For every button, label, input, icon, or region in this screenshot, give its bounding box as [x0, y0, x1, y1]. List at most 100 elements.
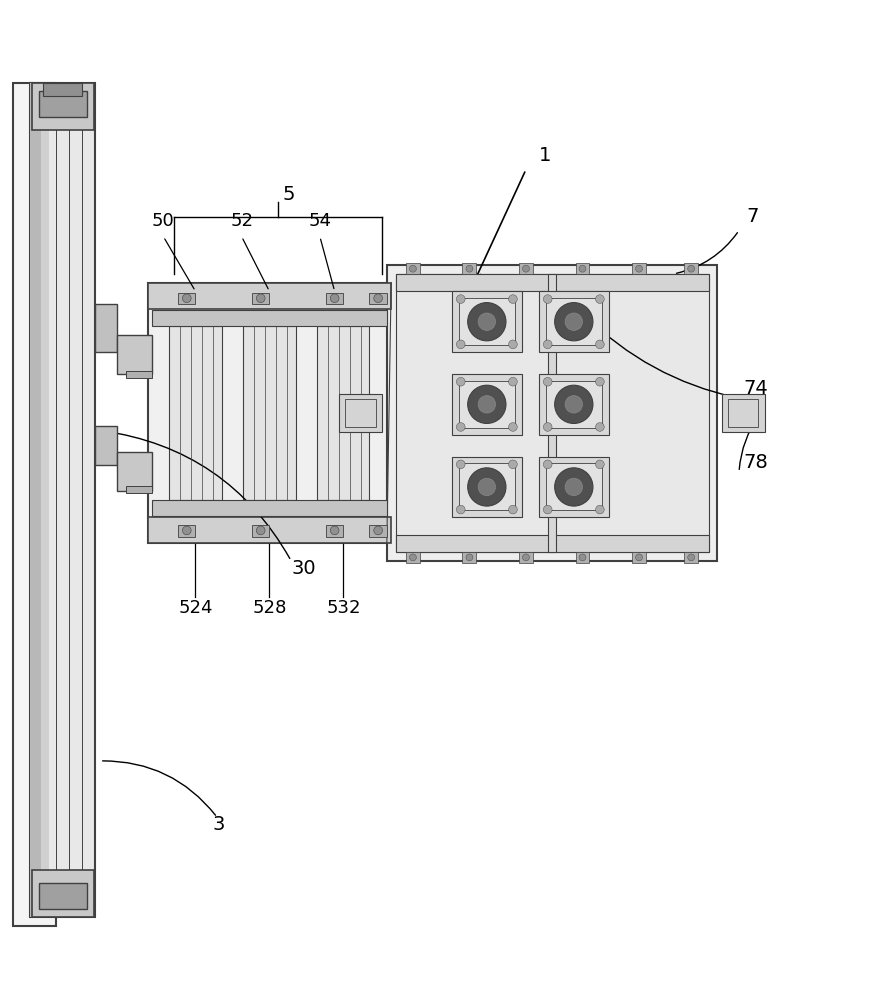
Text: 50: 50 [152, 212, 175, 230]
Circle shape [456, 295, 465, 303]
Circle shape [508, 377, 517, 386]
Bar [452, 291, 521, 352]
Circle shape [456, 505, 465, 514]
Circle shape [595, 340, 603, 349]
Circle shape [595, 505, 603, 514]
Text: 52: 52 [230, 212, 253, 230]
Circle shape [456, 460, 465, 469]
Bar [575, 263, 588, 274]
Circle shape [409, 554, 416, 561]
Bar [369, 525, 387, 537]
Circle shape [256, 526, 265, 535]
Bar [152, 500, 387, 516]
Bar [339, 394, 382, 432]
Circle shape [543, 295, 552, 303]
Text: 524: 524 [178, 599, 212, 617]
Bar [459, 298, 514, 345]
Bar [395, 535, 708, 552]
Bar [387, 265, 717, 561]
Bar [96, 426, 118, 465]
Circle shape [467, 385, 505, 423]
Text: 78: 78 [743, 453, 767, 472]
Circle shape [635, 265, 642, 272]
Circle shape [595, 377, 603, 386]
Text: 1: 1 [538, 146, 551, 165]
Circle shape [182, 294, 191, 303]
Bar [252, 525, 269, 537]
Bar [39, 883, 87, 909]
Bar [452, 374, 521, 435]
Circle shape [565, 313, 581, 330]
Bar [721, 394, 764, 432]
Text: 532: 532 [325, 599, 360, 617]
Bar [518, 263, 532, 274]
Bar [152, 310, 387, 326]
Bar [125, 486, 152, 493]
Bar [545, 381, 601, 428]
Circle shape [330, 526, 339, 535]
Circle shape [256, 294, 265, 303]
Circle shape [467, 468, 505, 506]
Bar [538, 291, 608, 352]
Circle shape [508, 295, 517, 303]
Circle shape [554, 385, 592, 423]
Bar [118, 335, 152, 374]
Text: 74: 74 [743, 379, 767, 398]
Circle shape [374, 526, 382, 535]
Circle shape [595, 460, 603, 469]
Circle shape [554, 303, 592, 341]
Bar [345, 399, 375, 427]
Bar [96, 304, 118, 352]
Circle shape [508, 340, 517, 349]
Circle shape [478, 313, 495, 330]
Bar [147, 283, 391, 309]
Circle shape [478, 478, 495, 496]
Bar [125, 371, 152, 378]
Text: 30: 30 [291, 559, 316, 578]
Circle shape [330, 294, 339, 303]
Bar [462, 552, 476, 563]
Bar [32, 870, 94, 917]
Bar [32, 83, 94, 130]
Bar [462, 263, 476, 274]
Bar [405, 263, 419, 274]
Bar [252, 293, 269, 304]
Bar [317, 326, 369, 500]
Bar [538, 374, 608, 435]
Bar [405, 552, 419, 563]
Circle shape [687, 554, 694, 561]
Bar [30, 83, 96, 917]
Bar [538, 457, 608, 517]
Circle shape [466, 554, 473, 561]
Bar [575, 552, 588, 563]
Text: 3: 3 [212, 815, 225, 834]
Circle shape [595, 423, 603, 431]
Bar [169, 326, 221, 500]
Bar [118, 452, 152, 491]
Circle shape [466, 265, 473, 272]
Bar [518, 552, 532, 563]
Circle shape [543, 460, 552, 469]
Bar [40, 83, 49, 917]
Bar [631, 263, 645, 274]
Bar [395, 274, 708, 552]
Bar [13, 83, 56, 926]
Text: 528: 528 [252, 599, 286, 617]
Circle shape [543, 340, 552, 349]
Bar [178, 525, 196, 537]
Polygon shape [387, 283, 391, 543]
Bar [43, 83, 82, 96]
Bar [459, 381, 514, 428]
Bar [147, 517, 391, 543]
Circle shape [635, 554, 642, 561]
Bar [452, 457, 521, 517]
Circle shape [687, 265, 694, 272]
Bar [683, 263, 697, 274]
Circle shape [374, 294, 382, 303]
Bar [325, 525, 343, 537]
Bar [147, 283, 391, 543]
Bar [545, 298, 601, 345]
Circle shape [456, 423, 465, 431]
Circle shape [467, 303, 505, 341]
Circle shape [409, 265, 416, 272]
